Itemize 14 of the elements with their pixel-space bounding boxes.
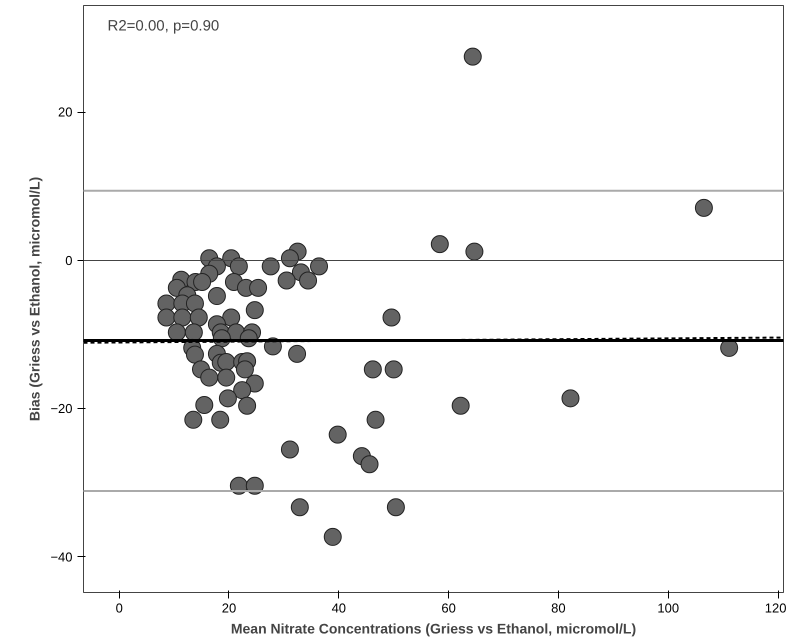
annotation: R2=0.00, p=0.90 bbox=[108, 18, 220, 34]
x-tick-label: 40 bbox=[332, 600, 346, 616]
x-tick-label: 120 bbox=[764, 600, 786, 616]
y-axis-title: Bias (Griess vs Ethanol, micromol/L) bbox=[26, 176, 42, 422]
x-tick-label: 100 bbox=[657, 600, 680, 616]
y-tick-label: 20 bbox=[58, 104, 73, 120]
x-axis-title: Mean Nitrate Concentrations (Griess vs Ethanol, micromol/L) bbox=[230, 620, 636, 636]
y-tick-label: −40 bbox=[50, 549, 73, 564]
y-tick-label: 0 bbox=[65, 252, 73, 268]
x-tick-label: 0 bbox=[116, 600, 123, 616]
x-tick-label: 20 bbox=[222, 600, 236, 616]
x-tick-label: 60 bbox=[441, 600, 456, 616]
y-tick-label: −20 bbox=[50, 401, 73, 416]
x-tick-label: 80 bbox=[551, 600, 566, 616]
